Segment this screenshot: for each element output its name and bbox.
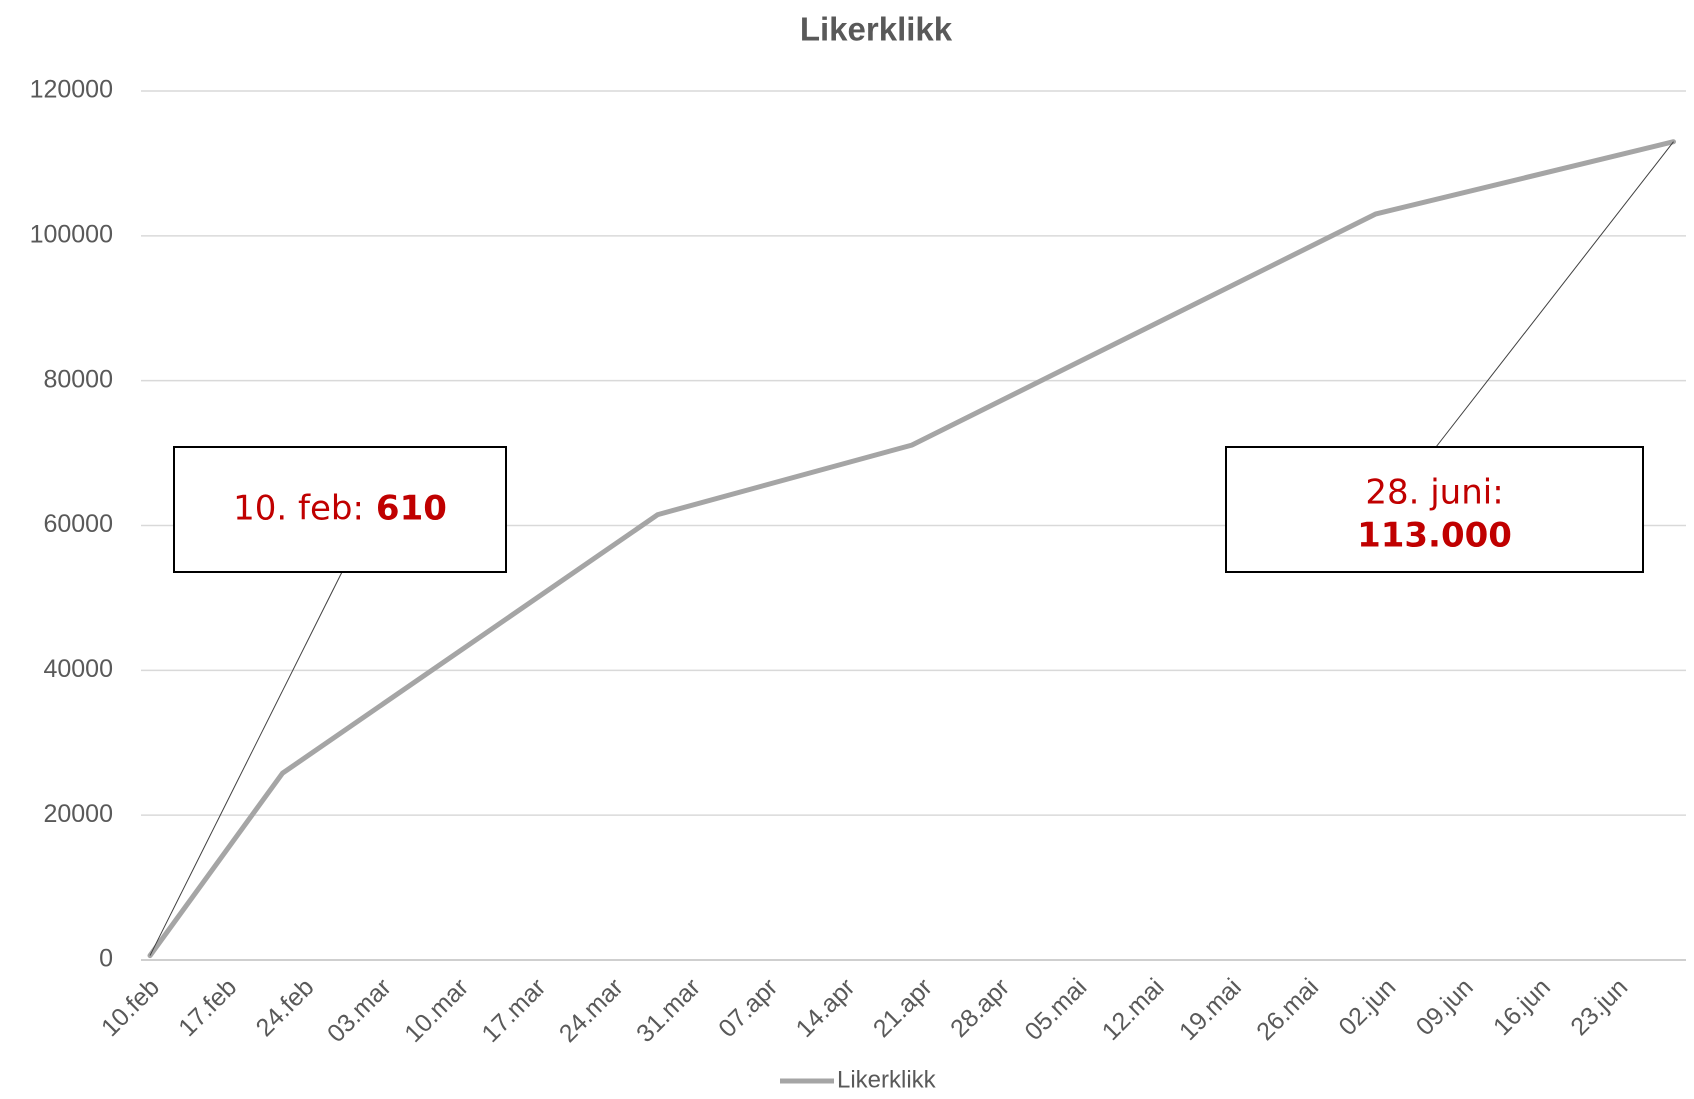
y-tick-label: 40000 xyxy=(43,655,113,683)
x-tick-label: 19.mai xyxy=(1174,973,1247,1046)
x-tick-label: 14.apr xyxy=(791,973,861,1043)
y-tick-label: 60000 xyxy=(43,510,113,538)
x-tick-label: 26.mai xyxy=(1251,973,1324,1046)
chart-title: Likerklikk xyxy=(800,11,953,48)
y-tick-label: 20000 xyxy=(43,800,113,828)
x-tick-label: 03.mar xyxy=(322,973,397,1048)
callout-box xyxy=(173,446,507,573)
x-tick-label: 09.jun xyxy=(1411,973,1479,1041)
x-tick-label: 21.apr xyxy=(868,973,938,1043)
x-tick-label: 17.mar xyxy=(476,973,551,1048)
callout-label: 10. feb: xyxy=(233,488,364,528)
x-tick-label: 31.mar xyxy=(631,973,706,1048)
leader-line xyxy=(149,571,343,956)
leader-line xyxy=(1435,141,1674,448)
x-tick-label: 17.feb xyxy=(173,973,242,1042)
x-tick-label: 24.mar xyxy=(554,973,629,1048)
x-tick-label: 07.apr xyxy=(713,973,783,1043)
y-tick-label: 0 xyxy=(99,945,113,973)
callout-box xyxy=(1225,446,1644,573)
x-tick-label: 02.jun xyxy=(1333,973,1401,1041)
y-tick-label: 120000 xyxy=(30,76,113,104)
legend-label: Likerklikk xyxy=(837,1066,937,1093)
x-tick-label: 05.mai xyxy=(1019,973,1092,1046)
callout-value: 610 xyxy=(376,488,447,528)
callout-text: 10. feb: 610 xyxy=(233,488,447,528)
x-tick-label: 10.mar xyxy=(399,973,474,1048)
y-tick-label: 80000 xyxy=(43,365,113,393)
callout-label: 28. juni: xyxy=(1365,473,1503,513)
y-tick-label: 100000 xyxy=(30,220,113,248)
x-tick-label: 24.feb xyxy=(251,973,320,1042)
data-line xyxy=(147,139,1676,959)
x-tick-label: 10.feb xyxy=(96,973,165,1042)
callout-value: 113.000 xyxy=(1357,516,1512,556)
x-tick-label: 28.apr xyxy=(945,973,1015,1043)
x-tick-label: 12.mai xyxy=(1097,973,1170,1046)
x-tick-label: 23.jun xyxy=(1565,973,1633,1041)
x-tick-label: 16.jun xyxy=(1488,973,1556,1041)
